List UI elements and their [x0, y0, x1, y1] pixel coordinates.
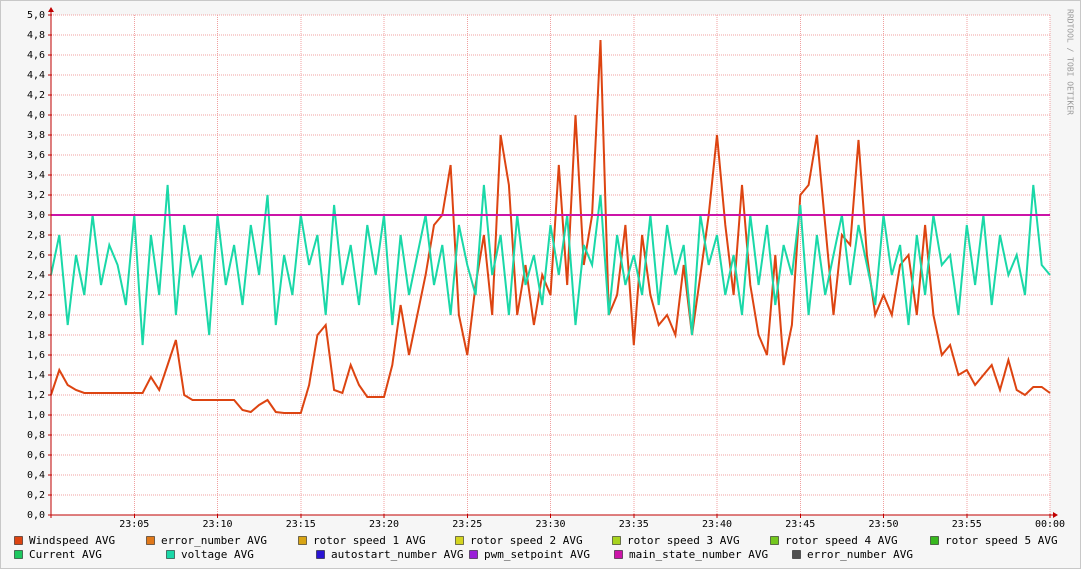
- y-tick-label: 4,2: [27, 90, 45, 101]
- legend-swatch: [612, 536, 621, 545]
- legend-swatch: [469, 550, 478, 559]
- y-tick-label: 3,4: [27, 170, 45, 181]
- legend-label: voltage AVG: [181, 548, 254, 561]
- watermark: RRDTOOL / TOBI OETIKER: [1066, 9, 1075, 115]
- x-tick-label: 00:00: [1035, 519, 1065, 530]
- y-tick-label: 2,2: [27, 290, 45, 301]
- legend-swatch: [298, 536, 307, 545]
- y-tick-label: 1,2: [27, 390, 45, 401]
- x-tick-label: 23:45: [785, 519, 815, 530]
- legend-label: autostart_number AVG: [331, 548, 463, 561]
- legend-label: pwm_setpoint AVG: [484, 548, 590, 561]
- y-tick-label: 0,2: [27, 490, 45, 501]
- y-tick-label: 5,0: [27, 10, 45, 21]
- y-tick-label: 0,0: [27, 510, 45, 521]
- series-line: [50, 39, 1051, 414]
- legend-label: main_state_number AVG: [629, 548, 768, 561]
- y-tick-label: 1,6: [27, 350, 45, 361]
- y-tick-label: 2,8: [27, 230, 45, 241]
- legend-label: rotor speed 1 AVG: [313, 534, 426, 547]
- y-tick-label: 4,4: [27, 70, 45, 81]
- x-tick-label: 23:25: [452, 519, 482, 530]
- y-tick-label: 4,0: [27, 110, 45, 121]
- y-tick-label: 0,4: [27, 470, 45, 481]
- legend-swatch: [14, 550, 23, 559]
- legend-label: rotor speed 4 AVG: [785, 534, 898, 547]
- legend-label: Current AVG: [29, 548, 102, 561]
- legend-swatch: [316, 550, 325, 559]
- y-axis-arrow: [48, 7, 54, 12]
- y-tick-label: 3,0: [27, 210, 45, 221]
- x-tick-label: 23:05: [119, 519, 149, 530]
- y-tick-label: 3,6: [27, 150, 45, 161]
- y-tick-label: 4,6: [27, 50, 45, 61]
- legend-swatch: [930, 536, 939, 545]
- legend-label: rotor speed 2 AVG: [470, 534, 583, 547]
- x-axis-arrow: [1053, 512, 1058, 518]
- y-tick-label: 0,8: [27, 430, 45, 441]
- legend-label: Windspeed AVG: [29, 534, 115, 547]
- x-tick-label: 23:15: [286, 519, 316, 530]
- x-tick-label: 23:30: [535, 519, 565, 530]
- legend-label: error_number AVG: [161, 534, 267, 547]
- legend-swatch: [770, 536, 779, 545]
- legend-swatch: [792, 550, 801, 559]
- y-tick-label: 0,6: [27, 450, 45, 461]
- legend-swatch: [614, 550, 623, 559]
- y-tick-label: 1,0: [27, 410, 45, 421]
- y-tick-label: 2,4: [27, 270, 45, 281]
- legend-swatch: [166, 550, 175, 559]
- legend-swatch: [455, 536, 464, 545]
- legend-label: error_number AVG: [807, 548, 913, 561]
- x-tick-label: 23:55: [952, 519, 982, 530]
- x-tick-label: 23:40: [702, 519, 732, 530]
- legend-swatch: [146, 536, 155, 545]
- y-tick-label: 1,8: [27, 330, 45, 341]
- legend-swatch: [14, 536, 23, 545]
- legend-label: rotor speed 3 AVG: [627, 534, 740, 547]
- y-tick-label: 2,6: [27, 250, 45, 261]
- y-tick-label: 2,0: [27, 310, 45, 321]
- x-tick-label: 23:50: [868, 519, 898, 530]
- x-tick-label: 23:10: [202, 519, 232, 530]
- x-tick-label: 23:35: [619, 519, 649, 530]
- y-tick-label: 4,8: [27, 30, 45, 41]
- x-tick-label: 23:20: [369, 519, 399, 530]
- y-tick-label: 1,4: [27, 370, 45, 381]
- legend-label: rotor speed 5 AVG: [945, 534, 1058, 547]
- y-tick-label: 3,8: [27, 130, 45, 141]
- y-tick-label: 3,2: [27, 190, 45, 201]
